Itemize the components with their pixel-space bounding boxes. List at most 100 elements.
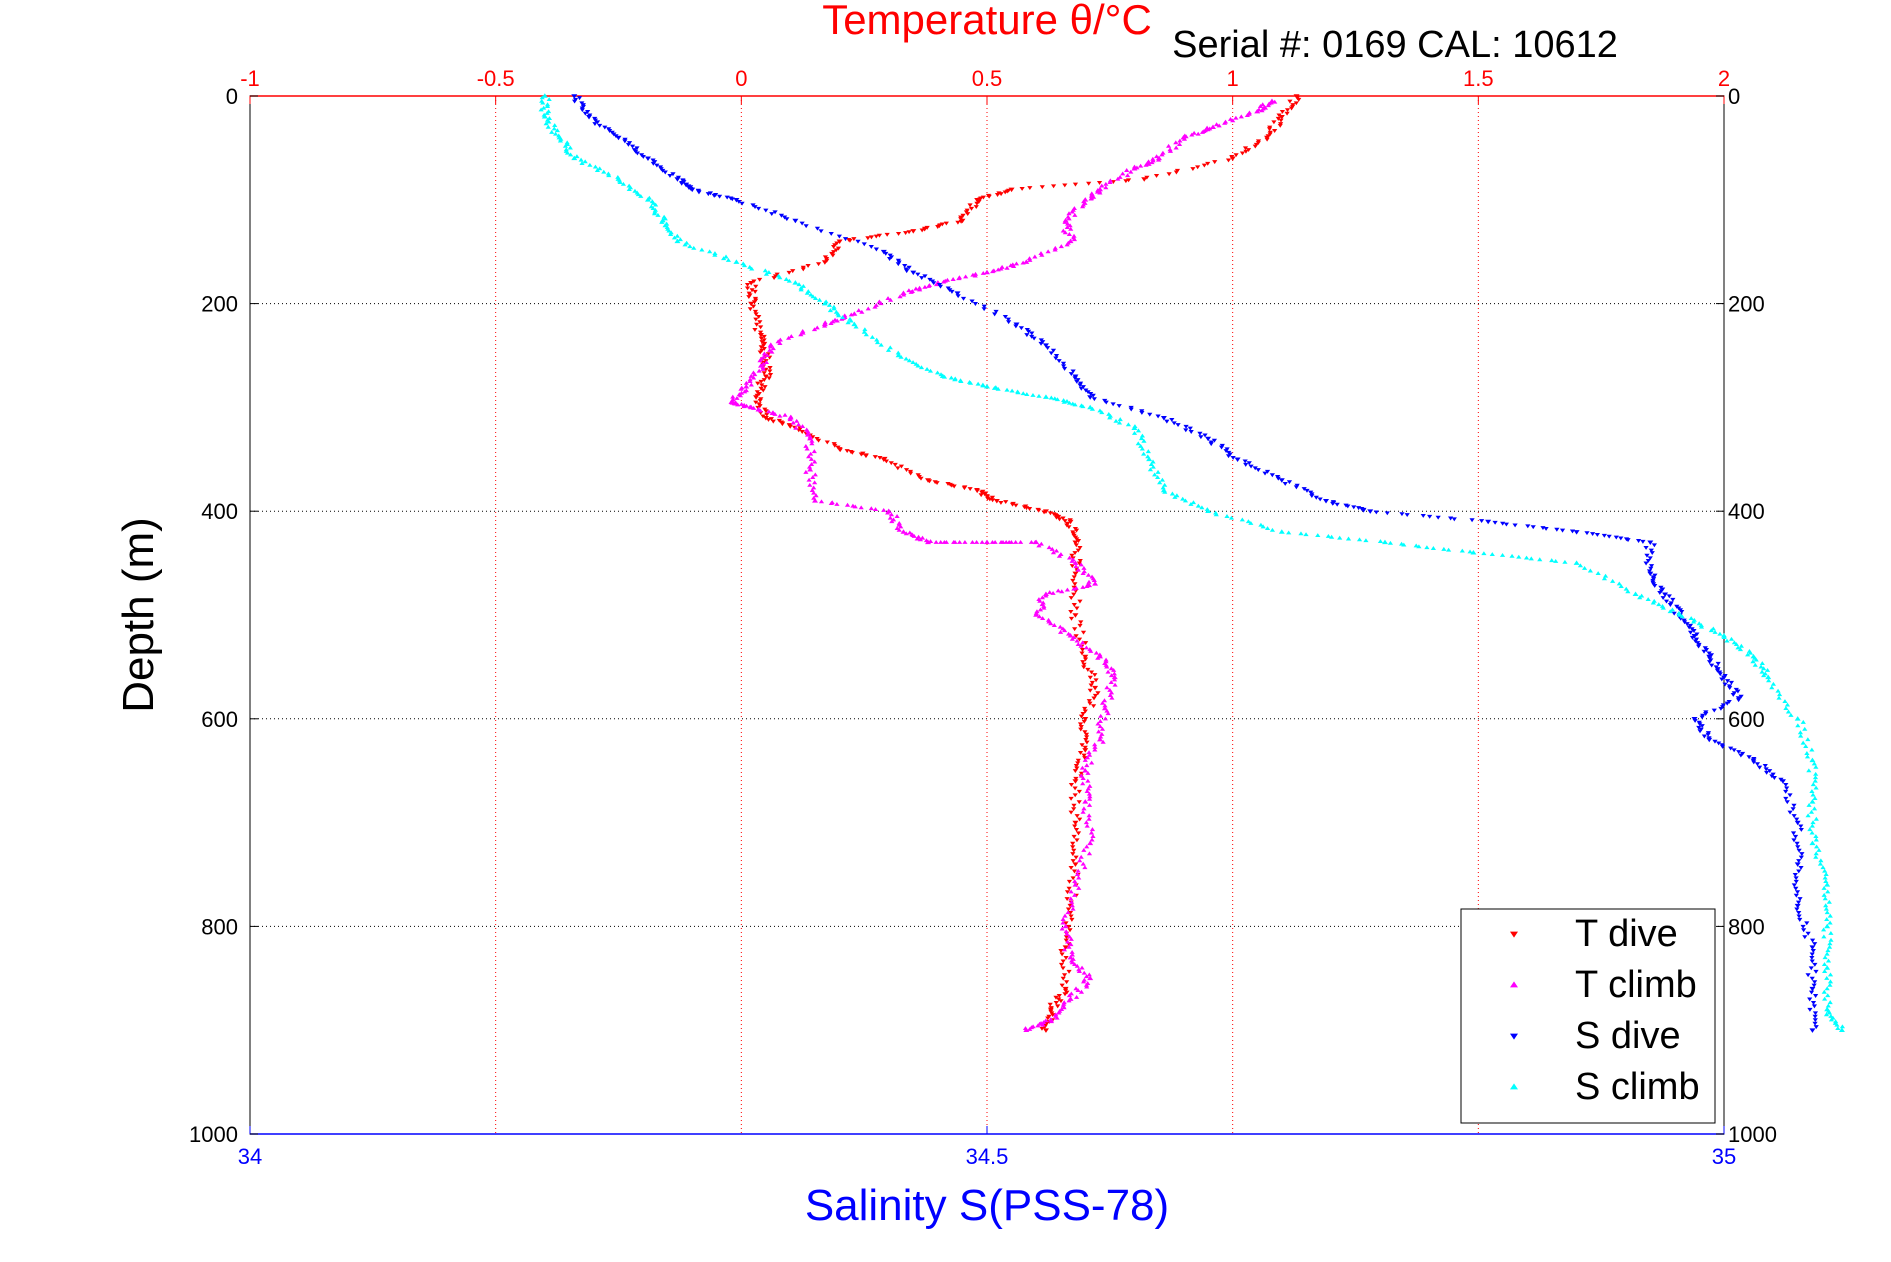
interpolated-point: [712, 252, 718, 257]
interpolated-point: [543, 121, 549, 126]
depth-tick-label-right: 800: [1728, 914, 1765, 939]
interpolated-point: [1758, 664, 1764, 669]
interpolated-point: [759, 383, 765, 388]
interpolated-point: [989, 540, 996, 544]
interpolated-point: [818, 229, 824, 234]
data-point: [787, 415, 794, 420]
interpolated-point: [1245, 148, 1252, 152]
interpolated-point: [1610, 578, 1616, 583]
interpolated-point: [1047, 590, 1053, 595]
interpolated-point: [707, 249, 713, 254]
interpolated-point: [837, 448, 843, 453]
interpolated-point: [1091, 397, 1097, 402]
interpolated-point: [666, 228, 672, 233]
interpolated-point: [800, 328, 806, 333]
interpolated-point: [597, 166, 603, 171]
interpolated-point: [1066, 886, 1072, 891]
interpolated-point: [1073, 564, 1079, 569]
data-point: [1809, 757, 1816, 763]
data-point: [733, 259, 740, 264]
interpolated-point: [770, 346, 776, 351]
interpolated-point: [1223, 449, 1229, 453]
interpolated-point: [1013, 503, 1019, 508]
interpolated-point: [834, 318, 840, 323]
interpolated-point: [1699, 724, 1705, 729]
interpolated-point: [1072, 892, 1078, 897]
interpolated-point: [1066, 998, 1072, 1003]
interpolated-point: [1065, 221, 1071, 226]
data-point: [1131, 165, 1138, 171]
data-point: [1824, 965, 1831, 970]
data-point: [1323, 499, 1330, 504]
interpolated-point: [1073, 776, 1079, 781]
interpolated-point: [798, 332, 804, 337]
interpolated-point: [1670, 597, 1676, 602]
interpolated-point: [677, 237, 683, 242]
interpolated-point: [1823, 903, 1829, 908]
interpolated-point: [1821, 886, 1827, 890]
interpolated-point: [948, 375, 954, 380]
interpolated-point: [934, 370, 941, 375]
interpolated-point: [941, 374, 948, 379]
interpolated-point: [1039, 1026, 1045, 1031]
interpolated-point: [991, 386, 998, 390]
interpolated-point: [1228, 515, 1235, 520]
interpolated-point: [1045, 346, 1051, 351]
data-point: [1470, 550, 1477, 555]
interpolated-point: [1056, 517, 1063, 522]
interpolated-point: [756, 368, 762, 373]
interpolated-point: [1807, 1007, 1813, 1012]
interpolated-point: [1063, 929, 1069, 934]
data-point: [1067, 954, 1074, 960]
interpolated-point: [671, 235, 678, 240]
depth-tick-label-left: 1000: [189, 1122, 238, 1147]
interpolated-point: [1082, 756, 1088, 761]
interpolated-point: [1825, 948, 1831, 953]
interpolated-point: [1061, 1000, 1067, 1005]
interpolated-point: [1649, 551, 1655, 556]
interpolated-point: [1764, 770, 1770, 775]
interpolated-point: [579, 108, 585, 113]
interpolated-point: [1764, 668, 1771, 672]
interpolated-point: [1809, 830, 1815, 835]
interpolated-point: [1066, 924, 1072, 929]
interpolated-point: [1107, 180, 1113, 185]
interpolated-point: [1798, 855, 1804, 860]
interpolated-point: [1068, 937, 1074, 941]
interpolated-point: [769, 212, 775, 216]
interpolated-point: [1826, 944, 1833, 949]
data-point: [748, 281, 755, 286]
data-point: [821, 300, 828, 306]
interpolated-point: [747, 307, 753, 312]
interpolated-point: [729, 197, 735, 202]
interpolated-point: [894, 514, 900, 518]
interpolated-point: [1828, 930, 1834, 935]
interpolated-point: [1652, 584, 1658, 588]
interpolated-point: [800, 330, 806, 335]
data-point: [1765, 674, 1772, 680]
interpolated-point: [1048, 1019, 1055, 1024]
interpolated-point: [1823, 872, 1829, 877]
interpolated-point: [1537, 557, 1543, 562]
temperature-tick-label: 2: [1718, 66, 1730, 91]
data-point: [1087, 395, 1094, 400]
interpolated-point: [1309, 494, 1315, 498]
interpolated-point: [1181, 136, 1187, 141]
data-point: [1721, 633, 1727, 638]
interpolated-point: [1225, 454, 1232, 459]
interpolated-point: [1068, 609, 1074, 614]
interpolated-point: [1096, 729, 1102, 734]
interpolated-point: [757, 398, 763, 403]
interpolated-point: [1413, 543, 1419, 548]
data-point: [900, 529, 907, 534]
interpolated-point: [1812, 775, 1819, 780]
interpolated-point: [1018, 540, 1024, 544]
interpolated-point: [1648, 548, 1654, 553]
legend-marker: [1510, 1083, 1518, 1090]
interpolated-point: [1065, 910, 1071, 915]
interpolated-point: [812, 472, 818, 477]
interpolated-point: [597, 123, 603, 128]
interpolated-point: [933, 540, 939, 544]
interpolated-point: [687, 244, 693, 249]
interpolated-point: [903, 531, 909, 536]
